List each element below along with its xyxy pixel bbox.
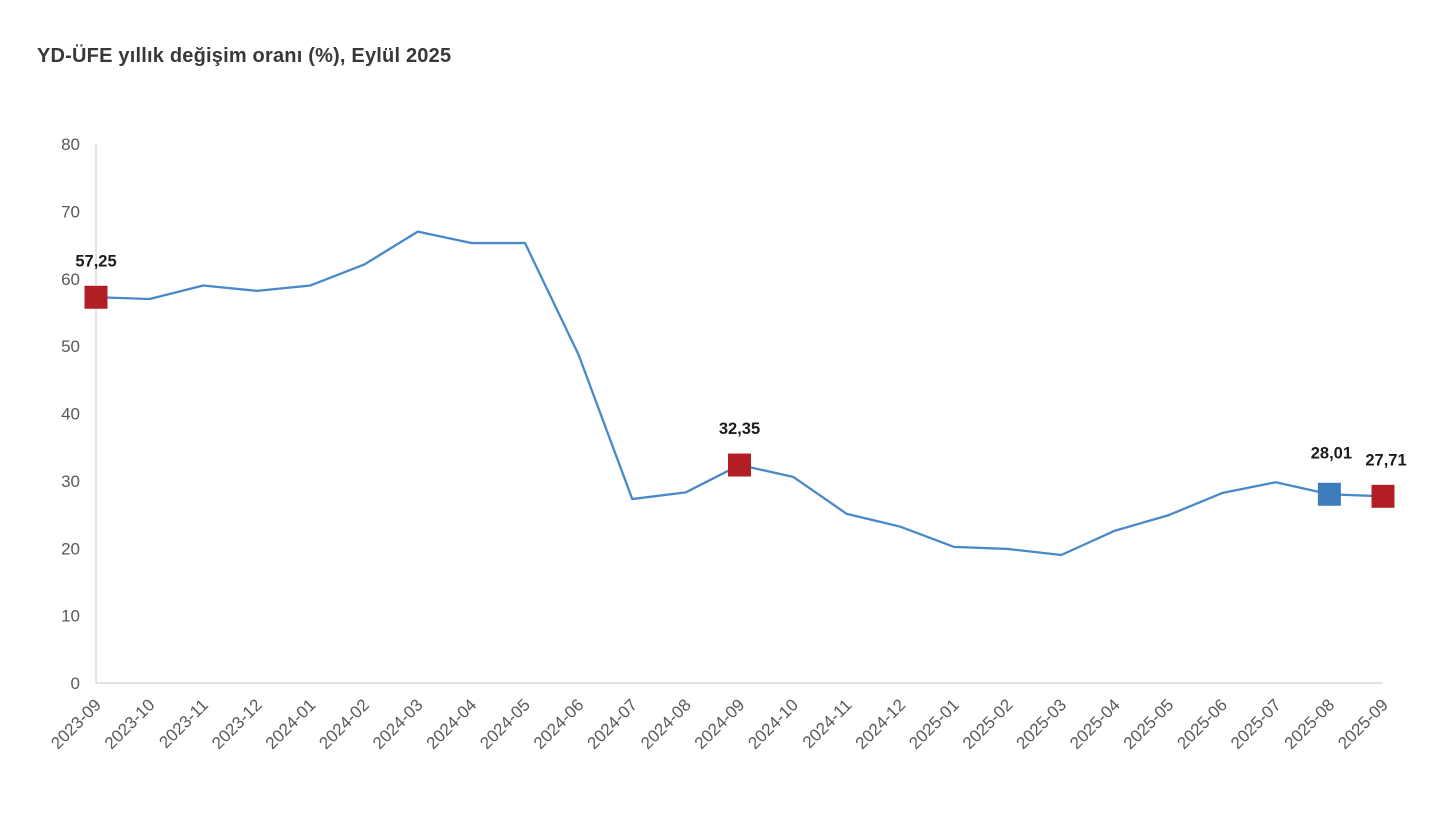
y-axis-label-10: 10 xyxy=(61,607,80,626)
x-axis-label-2023-12: 2023-12 xyxy=(208,695,266,753)
x-axis-label-2024-07: 2024-07 xyxy=(584,695,642,753)
x-axis-label-2025-03: 2025-03 xyxy=(1013,695,1071,753)
x-axis-label-2024-08: 2024-08 xyxy=(637,695,695,753)
x-axis-label-2024-02: 2024-02 xyxy=(315,695,373,753)
value-label-2025-08: 28,01 xyxy=(1311,444,1352,462)
x-axis-label-2025-06: 2025-06 xyxy=(1173,695,1231,753)
y-axis-label-70: 70 xyxy=(61,202,80,221)
series-line xyxy=(94,230,1385,557)
x-axis-label-2025-04: 2025-04 xyxy=(1066,695,1124,753)
x-axis-label-2024-12: 2024-12 xyxy=(852,695,910,753)
point-marker-2023-09 xyxy=(84,285,108,309)
x-axis-label-2024-04: 2024-04 xyxy=(423,695,481,753)
y-axis-label-40: 40 xyxy=(61,405,80,424)
y-axis-label-60: 60 xyxy=(61,270,80,289)
x-axis-label-2024-09: 2024-09 xyxy=(691,695,749,753)
x-axis-label-2024-06: 2024-06 xyxy=(530,695,588,753)
chart-title: YD-ÜFE yıllık değişim oranı (%), Eylül 2… xyxy=(37,45,452,67)
x-axis-label-2025-08: 2025-08 xyxy=(1281,695,1339,753)
point-marker-2025-09 xyxy=(1371,484,1395,508)
x-axis-label-2024-10: 2024-10 xyxy=(744,695,802,753)
x-axis-label-2024-11: 2024-11 xyxy=(799,695,856,752)
x-axis-label-2025-01: 2025-01 xyxy=(905,695,963,753)
x-axis-label-2024-03: 2024-03 xyxy=(369,695,427,753)
x-axis-label-2023-11: 2023-11 xyxy=(155,695,212,752)
y-axis-label-50: 50 xyxy=(61,337,80,356)
point-marker-2025-08 xyxy=(1317,482,1341,506)
y-axis-label-0: 0 xyxy=(71,674,80,693)
x-axis-label-2023-09: 2023-09 xyxy=(47,695,105,753)
x-axis-label-2025-02: 2025-02 xyxy=(959,695,1017,753)
x-axis-label-2024-01: 2024-01 xyxy=(262,695,320,753)
point-marker-2024-09 xyxy=(728,453,751,477)
x-axis-label-2025-07: 2025-07 xyxy=(1227,695,1285,753)
y-axis-label-20: 20 xyxy=(61,539,80,558)
x-axis-label-2025-09: 2025-09 xyxy=(1334,695,1392,753)
x-axis-label-2023-10: 2023-10 xyxy=(101,695,159,753)
value-label-2024-09: 32,35 xyxy=(719,420,760,438)
value-label-2025-09: 27,71 xyxy=(1365,451,1406,469)
x-axis-label-2025-05: 2025-05 xyxy=(1120,695,1178,753)
y-axis-label-80: 80 xyxy=(61,135,80,154)
value-label-2023-09: 57,25 xyxy=(75,252,116,270)
y-axis-label-30: 30 xyxy=(61,472,80,491)
x-axis-label-2024-05: 2024-05 xyxy=(476,695,534,753)
